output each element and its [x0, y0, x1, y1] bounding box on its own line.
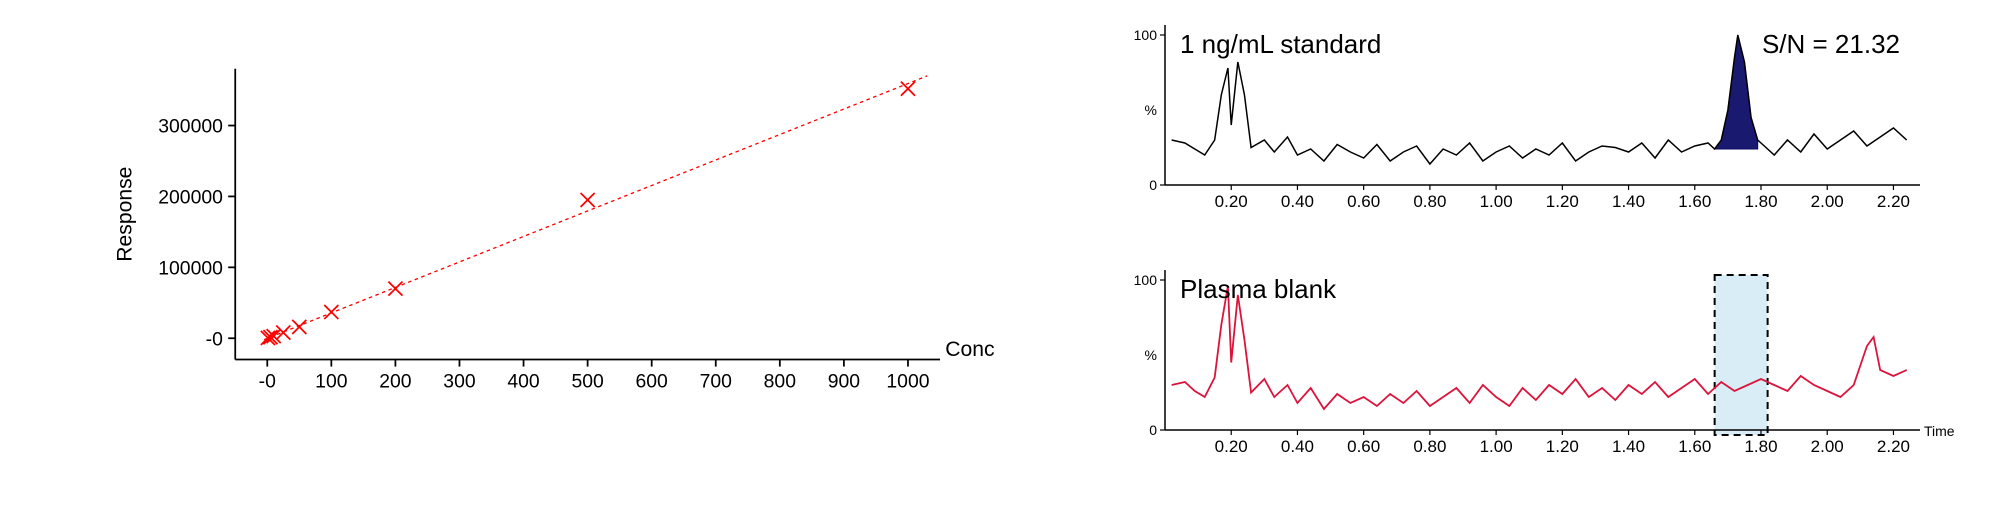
- svg-text:0.40: 0.40: [1281, 437, 1314, 456]
- svg-text:800: 800: [764, 371, 797, 393]
- calibration-chart: -0 100000 200000 300000 -0 100 200 300 400 500 600…: [120, 60, 1020, 430]
- svg-text:-0: -0: [259, 371, 276, 393]
- svg-text:0.80: 0.80: [1413, 437, 1446, 456]
- chromatogram-blank: 100 0% 0.20 0.40 0.60 0.80 1.00 1.20 1.40 1.60 1.8…: [1120, 260, 1940, 470]
- svg-text:1.00: 1.00: [1480, 192, 1513, 211]
- svg-text:%: %: [1145, 347, 1157, 363]
- svg-text:1000: 1000: [886, 371, 929, 393]
- svg-text:1.40: 1.40: [1612, 192, 1645, 211]
- svg-text:Time: Time: [1924, 423, 1955, 439]
- svg-text:Conc: Conc: [945, 338, 994, 361]
- svg-text:100: 100: [1134, 27, 1158, 43]
- svg-text:400: 400: [507, 371, 540, 393]
- figure-canvas: -0100000200000300000-0100200300400500600…: [0, 0, 2000, 519]
- sn-label: S/N = 21.32: [1762, 29, 1900, 59]
- svg-text:200: 200: [379, 371, 412, 393]
- svg-text:0: 0: [1149, 177, 1157, 193]
- svg-text:700: 700: [700, 371, 733, 393]
- svg-text:500: 500: [571, 371, 604, 393]
- svg-text:300000: 300000: [158, 116, 223, 138]
- svg-text:1.80: 1.80: [1744, 437, 1777, 456]
- svg-text:0.80: 0.80: [1413, 192, 1446, 211]
- svg-text:Response: Response: [113, 167, 136, 262]
- svg-text:1.60: 1.60: [1678, 437, 1711, 456]
- svg-text:1.00: 1.00: [1480, 437, 1513, 456]
- svg-text:%: %: [1145, 102, 1157, 118]
- svg-text:2.20: 2.20: [1877, 437, 1910, 456]
- svg-text:2.00: 2.00: [1811, 192, 1844, 211]
- svg-text:100: 100: [1134, 272, 1158, 288]
- chromatogram-standard: 100 0% 0.20 0.40 0.60 0.80 1.00 1.20 1.40 1.60 1.8…: [1120, 15, 1940, 225]
- svg-text:200000: 200000: [158, 186, 223, 208]
- svg-text:2.00: 2.00: [1811, 437, 1844, 456]
- svg-text:100: 100: [315, 371, 348, 393]
- panel-title: 1 ng/mL standard: [1180, 29, 1381, 59]
- svg-text:0.20: 0.20: [1215, 437, 1248, 456]
- svg-text:1.80: 1.80: [1744, 192, 1777, 211]
- svg-text:1.20: 1.20: [1546, 192, 1579, 211]
- svg-text:-0: -0: [206, 328, 223, 350]
- svg-text:300: 300: [443, 371, 476, 393]
- svg-text:2.20: 2.20: [1877, 192, 1910, 211]
- svg-text:100000: 100000: [158, 257, 223, 279]
- svg-text:1.20: 1.20: [1546, 437, 1579, 456]
- svg-text:1.40: 1.40: [1612, 437, 1645, 456]
- svg-text:0.40: 0.40: [1281, 192, 1314, 211]
- svg-text:0.60: 0.60: [1347, 437, 1380, 456]
- svg-text:0.60: 0.60: [1347, 192, 1380, 211]
- svg-text:0.20: 0.20: [1215, 192, 1248, 211]
- panel-title: Plasma blank: [1180, 274, 1337, 304]
- svg-text:900: 900: [828, 371, 861, 393]
- svg-text:1.60: 1.60: [1678, 192, 1711, 211]
- svg-text:0: 0: [1149, 422, 1157, 438]
- svg-text:600: 600: [636, 371, 669, 393]
